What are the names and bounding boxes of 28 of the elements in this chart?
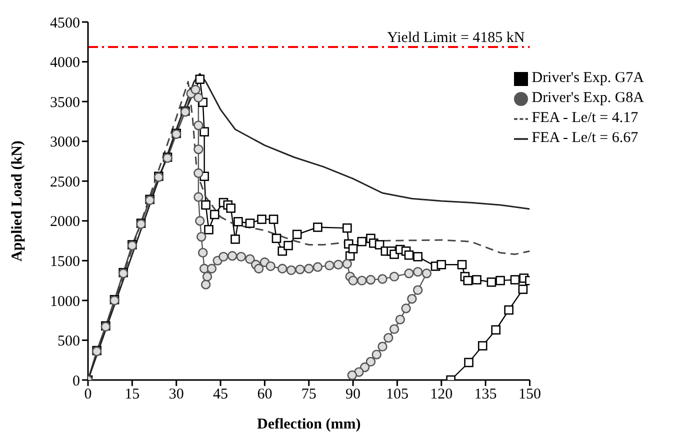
x-tick-label: 105 [386,386,408,403]
x-axis-title: Deflection (mm) [257,416,361,433]
legend-label: FEA - Le/t = 4.17 [532,110,638,126]
x-tick-label: 90 [346,386,361,403]
x-tick-label: 15 [124,386,140,403]
x-tick-label: 45 [213,386,228,403]
x-tick-label: 30 [168,386,184,403]
ref-line-label: Yield Limit = 4185 kN [387,30,525,46]
y-tick-label: 4000 [50,55,80,72]
x-tick-label: 150 [518,386,541,403]
legend-label: Driver's Exp. G7A [532,70,644,86]
x-tick-label: 75 [301,386,316,403]
x-tick-label: 120 [430,386,453,403]
y-tick-label: 3000 [50,134,80,151]
y-tick-label: 3500 [50,94,80,111]
y-tick-label: 500 [58,334,80,350]
legend-label: Driver's Exp. G8A [532,90,644,106]
x-tick-label: 135 [474,386,497,403]
y-axis-title: Applied Load (kN) [9,140,26,262]
y-tick-label: 2000 [50,214,80,230]
y-tick-label: 2500 [50,174,80,190]
x-tick-label: 60 [257,386,272,403]
legend-label: FEA - Le/t = 6.67 [532,130,638,146]
y-tick-label: 1500 [50,254,80,270]
y-tick-label: 0 [72,373,80,390]
y-tick-label: 4500 [50,15,80,32]
y-tick-label: 1000 [50,294,80,310]
x-tick-label: 0 [84,386,92,403]
